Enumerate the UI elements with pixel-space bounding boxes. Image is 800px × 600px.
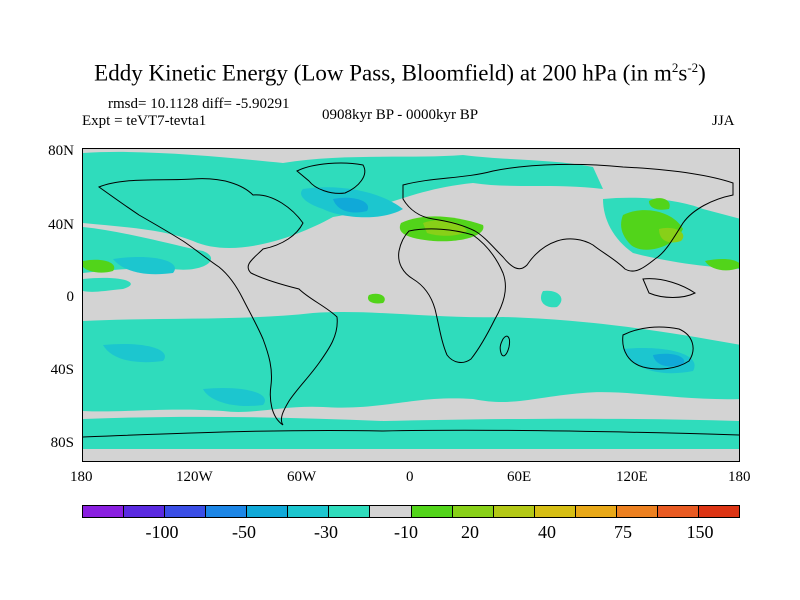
lon-label-120w: 120W <box>176 469 213 485</box>
colorbar-label: 20 <box>461 522 479 542</box>
stats-label: rmsd= 10.1128 diff= -5.90291 <box>108 96 290 112</box>
colorbar-label: 150 <box>686 522 714 542</box>
lon-label-60w: 60W <box>287 469 317 485</box>
lat-label-40s: 40S <box>50 362 74 378</box>
season-label: JJA <box>712 113 735 129</box>
colorbar-swatch-7 <box>370 506 412 517</box>
colorbar-swatch-1 <box>124 506 166 517</box>
colorbar-label: 75 <box>614 522 632 542</box>
colorbar-label: 40 <box>538 522 556 542</box>
colorbar-label: -50 <box>232 522 256 542</box>
map-plot <box>82 148 740 462</box>
colorbar <box>82 505 740 518</box>
coastlines <box>83 162 739 438</box>
colorbar-label: -10 <box>394 522 418 542</box>
lon-label-60e: 60E <box>507 469 532 485</box>
colorbar-swatch-4 <box>247 506 289 517</box>
lon-label-180w: 180 <box>70 469 93 485</box>
plot-title: Eddy Kinetic Energy (Low Pass, Bloomfiel… <box>94 60 706 86</box>
experiment-label: Expt = teVT7-tevta1 <box>82 113 207 129</box>
lat-label-80n: 80N <box>48 143 74 159</box>
colorbar-swatch-14 <box>657 506 699 517</box>
colorbar-label: -30 <box>314 522 338 542</box>
colorbar-swatch-2 <box>165 506 207 517</box>
colorbar-swatch-11 <box>534 506 576 517</box>
lat-label-40n: 40N <box>48 217 74 233</box>
period-label: 0908kyr BP - 0000kyr BP <box>322 107 479 123</box>
colorbar-swatch-6 <box>329 506 371 517</box>
colorbar-swatch-15 <box>698 506 739 517</box>
anomaly-weak-negative <box>83 151 739 449</box>
colorbar-swatch-3 <box>206 506 248 517</box>
colorbar-swatch-8 <box>411 506 453 517</box>
colorbar-swatch-10 <box>493 506 535 517</box>
anomaly-strong-negative <box>333 197 685 367</box>
lon-label-180e: 180 <box>728 469 751 485</box>
colorbar-swatch-5 <box>288 506 330 517</box>
colorbar-swatch-12 <box>575 506 617 517</box>
lon-label-0: 0 <box>406 469 414 485</box>
map-canvas <box>83 151 739 449</box>
lon-label-120e: 120E <box>616 469 648 485</box>
lat-label-80s: 80S <box>50 435 74 451</box>
colorbar-swatch-0 <box>83 506 125 517</box>
lat-label-0: 0 <box>66 289 75 305</box>
colorbar-swatch-9 <box>452 506 494 517</box>
colorbar-swatch-13 <box>616 506 658 517</box>
colorbar-label: -100 <box>145 522 179 542</box>
